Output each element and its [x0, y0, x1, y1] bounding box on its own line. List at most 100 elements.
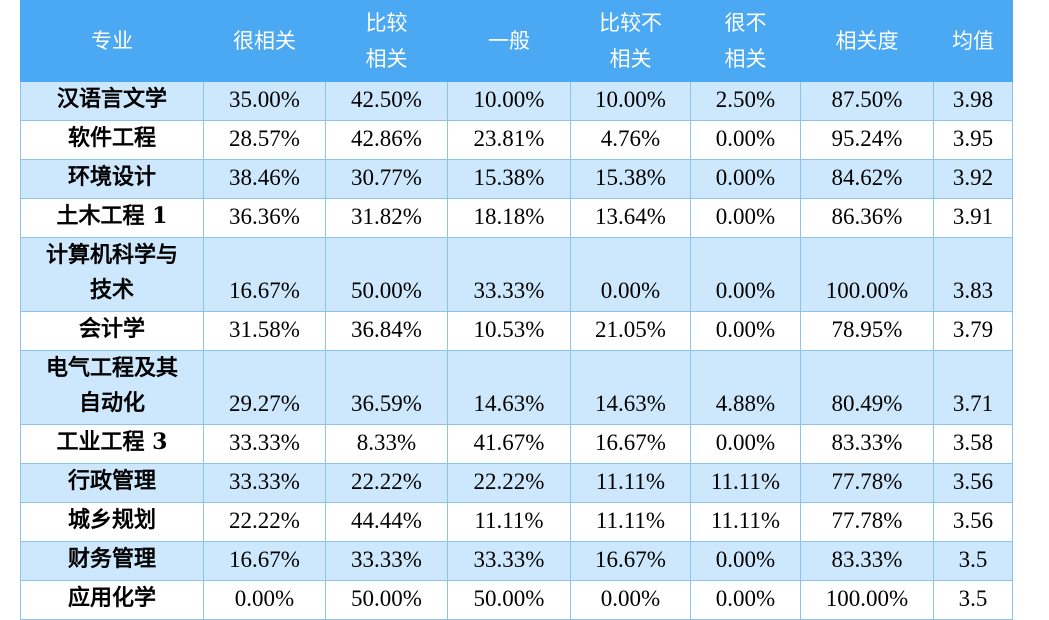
value-cell: 11.11%: [690, 502, 801, 542]
value-cell: 95.24%: [800, 120, 934, 160]
major-cell: 应用化学: [20, 580, 204, 620]
major-cell: 工业工程 3: [20, 424, 204, 464]
value-cell: 22.22%: [447, 463, 571, 503]
value-cell: 3.91: [933, 198, 1013, 238]
value-cell: 3.79: [933, 311, 1013, 351]
value-cell: 3.98: [933, 81, 1013, 121]
value-cell: 15.38%: [447, 159, 571, 199]
data-table: 专业 很相关 比较 相关 一般 比较不 相关 很不 相关 相关度 均值 汉语言文学 35.00%…: [20, 0, 1013, 620]
table-row: 计算机科学与 技术 16.67% 50.00% 33.33% 0.00% 0.00% 100…: [20, 237, 1013, 312]
major-cell: 软件工程: [20, 120, 204, 160]
value-cell: 21.05%: [570, 311, 691, 351]
value-cell: 22.22%: [203, 502, 326, 542]
value-cell: 3.58: [933, 424, 1013, 464]
value-cell: 0.00%: [690, 237, 801, 312]
value-cell: 0.00%: [690, 541, 801, 581]
major-cell: 计算机科学与 技术: [20, 237, 204, 312]
table-row: 环境设计 38.46% 30.77% 15.38% 15.38% 0.00% 84.62% 3…: [20, 159, 1013, 199]
header-cell: 比较不 相关: [570, 0, 691, 82]
value-cell: 0.00%: [690, 159, 801, 199]
value-cell: 11.11%: [570, 463, 691, 503]
table-row: 汉语言文学 35.00% 42.50% 10.00% 10.00% 2.50% 87.50%…: [20, 81, 1013, 121]
value-cell: 16.67%: [570, 541, 691, 581]
value-cell: 42.50%: [325, 81, 448, 121]
value-cell: 10.53%: [447, 311, 571, 351]
header-row: 专业 很相关 比较 相关 一般 比较不 相关 很不 相关 相关度 均值: [20, 0, 1013, 82]
value-cell: 3.92: [933, 159, 1013, 199]
value-cell: 0.00%: [690, 120, 801, 160]
value-cell: 44.44%: [325, 502, 448, 542]
value-cell: 18.18%: [447, 198, 571, 238]
table-row: 土木工程 1 36.36% 31.82% 18.18% 13.64% 0.00% 86.36…: [20, 198, 1013, 238]
table-row: 行政管理 33.33% 22.22% 22.22% 11.11% 11.11% 77.78%…: [20, 463, 1013, 503]
value-cell: 10.00%: [570, 81, 691, 121]
value-cell: 36.84%: [325, 311, 448, 351]
header-cell: 很相关: [203, 0, 326, 82]
table-row: 工业工程 3 33.33% 8.33% 41.67% 16.67% 0.00% 83.33%…: [20, 424, 1013, 464]
value-cell: 30.77%: [325, 159, 448, 199]
major-cell: 行政管理: [20, 463, 204, 503]
value-cell: 11.11%: [447, 502, 571, 542]
table-row: 软件工程 28.57% 42.86% 23.81% 4.76% 0.00% 95.24% 3.…: [20, 120, 1013, 160]
major-cell: 财务管理: [20, 541, 204, 581]
table-row: 财务管理 16.67% 33.33% 33.33% 16.67% 0.00% 83.33% 3…: [20, 541, 1013, 581]
value-cell: 14.63%: [447, 350, 571, 425]
header-cell: 专业: [20, 0, 204, 82]
major-cell: 城乡规划: [20, 502, 204, 542]
value-cell: 11.11%: [570, 502, 691, 542]
page: {"table": {"header": ["专业", "很相关", "比较\n…: [20, 0, 1013, 620]
value-cell: 100.00%: [800, 580, 934, 620]
value-cell: 36.59%: [325, 350, 448, 425]
value-cell: 38.46%: [203, 159, 326, 199]
value-cell: 16.67%: [570, 424, 691, 464]
value-cell: 83.33%: [800, 541, 934, 581]
table-body: 汉语言文学 35.00% 42.50% 10.00% 10.00% 2.50% 87.50%…: [20, 81, 1013, 620]
value-cell: 0.00%: [690, 580, 801, 620]
value-cell: 13.64%: [570, 198, 691, 238]
value-cell: 14.63%: [570, 350, 691, 425]
value-cell: 33.33%: [325, 541, 448, 581]
value-cell: 50.00%: [325, 580, 448, 620]
major-cell: 环境设计: [20, 159, 204, 199]
value-cell: 77.78%: [800, 502, 934, 542]
header-cell: 比较 相关: [325, 0, 448, 82]
value-cell: 33.33%: [447, 541, 571, 581]
value-cell: 3.83: [933, 237, 1013, 312]
value-cell: 78.95%: [800, 311, 934, 351]
value-cell: 87.50%: [800, 81, 934, 121]
major-cell: 会计学: [20, 311, 204, 351]
value-cell: 4.76%: [570, 120, 691, 160]
value-cell: 35.00%: [203, 81, 326, 121]
value-cell: 3.95: [933, 120, 1013, 160]
value-cell: 23.81%: [447, 120, 571, 160]
value-cell: 36.36%: [203, 198, 326, 238]
value-cell: 3.56: [933, 502, 1013, 542]
header-cell: 相关度: [800, 0, 934, 82]
table-container: 专业 很相关 比较 相关 一般 比较不 相关 很不 相关 相关度 均值 汉语言文学 35.00%…: [20, 0, 1013, 620]
value-cell: 16.67%: [203, 237, 326, 312]
table-row: 电气工程及其 自动化 29.27% 36.59% 14.63% 14.63% 4.88% 8…: [20, 350, 1013, 425]
value-cell: 0.00%: [690, 198, 801, 238]
value-cell: 42.86%: [325, 120, 448, 160]
value-cell: 33.33%: [447, 237, 571, 312]
value-cell: 41.67%: [447, 424, 571, 464]
value-cell: 0.00%: [203, 580, 326, 620]
value-cell: 31.58%: [203, 311, 326, 351]
header-cell: 均值: [933, 0, 1013, 82]
value-cell: 4.88%: [690, 350, 801, 425]
value-cell: 29.27%: [203, 350, 326, 425]
value-cell: 0.00%: [690, 311, 801, 351]
table-row: 城乡规划 22.22% 44.44% 11.11% 11.11% 11.11% 77.78%…: [20, 502, 1013, 542]
value-cell: 0.00%: [570, 237, 691, 312]
value-cell: 100.00%: [800, 237, 934, 312]
value-cell: 3.71: [933, 350, 1013, 425]
value-cell: 10.00%: [447, 81, 571, 121]
value-cell: 28.57%: [203, 120, 326, 160]
value-cell: 3.5: [933, 541, 1013, 581]
value-cell: 80.49%: [800, 350, 934, 425]
value-cell: 3.5: [933, 580, 1013, 620]
value-cell: 22.22%: [325, 463, 448, 503]
value-cell: 33.33%: [203, 424, 326, 464]
table-row: 应用化学 0.00% 50.00% 50.00% 0.00% 0.00% 100.00% 3.…: [20, 580, 1013, 620]
header-cell: 很不 相关: [690, 0, 801, 82]
